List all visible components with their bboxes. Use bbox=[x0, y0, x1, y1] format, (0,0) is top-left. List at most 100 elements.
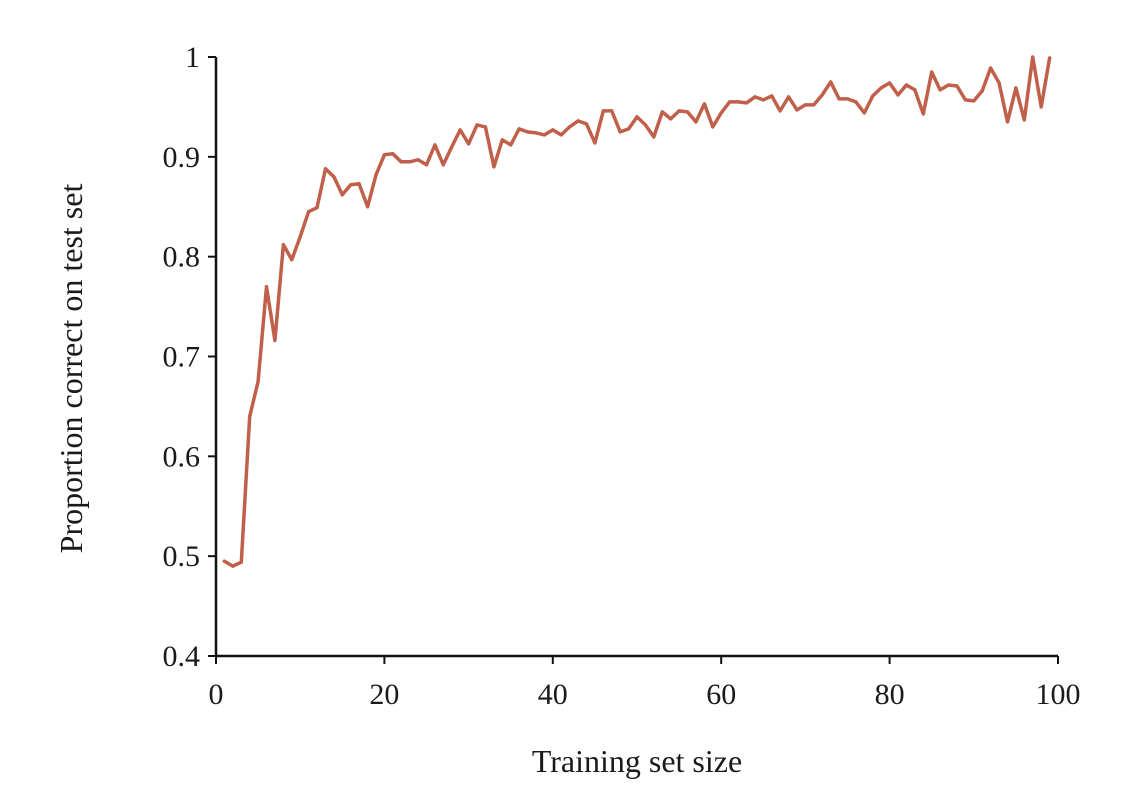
data-point bbox=[290, 258, 294, 262]
data-point bbox=[669, 117, 673, 121]
data-point bbox=[315, 206, 319, 210]
data-point bbox=[281, 243, 285, 247]
data-point bbox=[685, 110, 690, 114]
data-point bbox=[879, 86, 883, 90]
data-points bbox=[222, 55, 1052, 568]
data-point bbox=[475, 123, 479, 127]
data-point bbox=[357, 182, 361, 186]
data-point bbox=[576, 119, 580, 123]
x-axis-title: Training set size bbox=[532, 743, 742, 779]
data-point bbox=[391, 152, 395, 156]
data-point bbox=[921, 112, 925, 116]
x-tick-label: 40 bbox=[538, 678, 568, 711]
data-point bbox=[1039, 105, 1043, 109]
data-point bbox=[896, 93, 900, 97]
data-point bbox=[433, 143, 437, 147]
data-point bbox=[618, 130, 622, 134]
y-tick-label: 0.8 bbox=[163, 241, 201, 274]
data-point bbox=[1048, 56, 1052, 60]
data-point bbox=[1014, 86, 1018, 90]
data-point bbox=[467, 142, 471, 146]
data-point bbox=[509, 143, 513, 147]
x-tick-label: 20 bbox=[369, 678, 399, 711]
data-series-line bbox=[222, 55, 1052, 568]
data-point bbox=[946, 83, 951, 87]
data-point bbox=[888, 81, 892, 85]
data-point bbox=[862, 111, 866, 115]
data-point bbox=[601, 109, 605, 113]
data-point bbox=[551, 128, 555, 132]
data-point bbox=[408, 160, 412, 164]
y-axis-title: Proportion correct on test set bbox=[53, 184, 89, 554]
x-tick-label: 60 bbox=[706, 678, 736, 711]
data-point bbox=[770, 94, 774, 98]
data-point bbox=[753, 95, 757, 99]
data-point bbox=[366, 205, 370, 209]
data-point bbox=[997, 81, 1001, 85]
data-point bbox=[980, 89, 984, 93]
data-point bbox=[854, 100, 858, 104]
data-point bbox=[256, 379, 260, 384]
x-tick-label: 80 bbox=[875, 678, 905, 711]
data-point bbox=[795, 108, 799, 112]
data-point bbox=[534, 131, 538, 135]
data-point bbox=[222, 559, 226, 563]
data-point bbox=[845, 97, 850, 101]
data-point bbox=[542, 133, 547, 137]
data-point bbox=[458, 128, 462, 132]
data-point bbox=[332, 175, 336, 179]
x-tick-label: 100 bbox=[1036, 678, 1081, 711]
data-point bbox=[264, 285, 269, 289]
data-point bbox=[913, 88, 917, 92]
x-tick-label: 0 bbox=[209, 678, 224, 711]
y-tick-label: 0.4 bbox=[163, 640, 201, 673]
data-point bbox=[627, 127, 631, 131]
data-point bbox=[694, 120, 698, 124]
data-point bbox=[382, 153, 386, 157]
data-point bbox=[778, 109, 782, 113]
data-point bbox=[450, 145, 454, 149]
data-point bbox=[728, 100, 732, 104]
y-tick-label: 0.6 bbox=[163, 440, 201, 473]
y-tick-label: 1 bbox=[185, 41, 200, 74]
data-point bbox=[787, 95, 791, 99]
data-point bbox=[399, 160, 403, 164]
data-point bbox=[231, 564, 235, 568]
data-point bbox=[837, 97, 841, 101]
data-point bbox=[938, 88, 942, 92]
data-point bbox=[340, 193, 344, 197]
data-point bbox=[441, 163, 445, 167]
x-axis-tick-labels: 0 20 40 60 80 100 bbox=[209, 678, 1081, 711]
y-tick-label: 0.9 bbox=[163, 141, 201, 174]
data-point bbox=[643, 123, 648, 127]
data-point bbox=[307, 210, 311, 214]
data-point bbox=[483, 125, 487, 129]
data-point bbox=[610, 109, 614, 113]
data-point bbox=[660, 110, 664, 114]
data-point bbox=[1031, 55, 1035, 59]
data-point bbox=[349, 183, 353, 187]
data-point bbox=[273, 338, 277, 343]
data-point bbox=[525, 130, 530, 134]
data-point bbox=[736, 100, 740, 104]
data-point bbox=[492, 165, 496, 169]
data-point bbox=[719, 111, 723, 115]
data-point bbox=[955, 84, 959, 88]
data-point bbox=[635, 115, 639, 119]
data-point bbox=[568, 125, 572, 129]
data-point bbox=[820, 93, 824, 97]
data-point bbox=[702, 102, 707, 106]
y-tick-label: 0.5 bbox=[163, 540, 201, 573]
data-point bbox=[1005, 120, 1010, 124]
data-point bbox=[744, 101, 749, 105]
data-point bbox=[812, 103, 816, 107]
data-point bbox=[930, 70, 934, 74]
data-point bbox=[761, 98, 765, 102]
data-point bbox=[963, 98, 968, 102]
data-point bbox=[871, 94, 875, 98]
data-point bbox=[989, 66, 993, 70]
data-point bbox=[424, 163, 429, 167]
data-point bbox=[323, 167, 328, 171]
data-point bbox=[298, 235, 302, 239]
y-axis-tick-labels: 0.4 0.5 0.6 0.7 0.8 0.9 1 bbox=[163, 41, 201, 673]
